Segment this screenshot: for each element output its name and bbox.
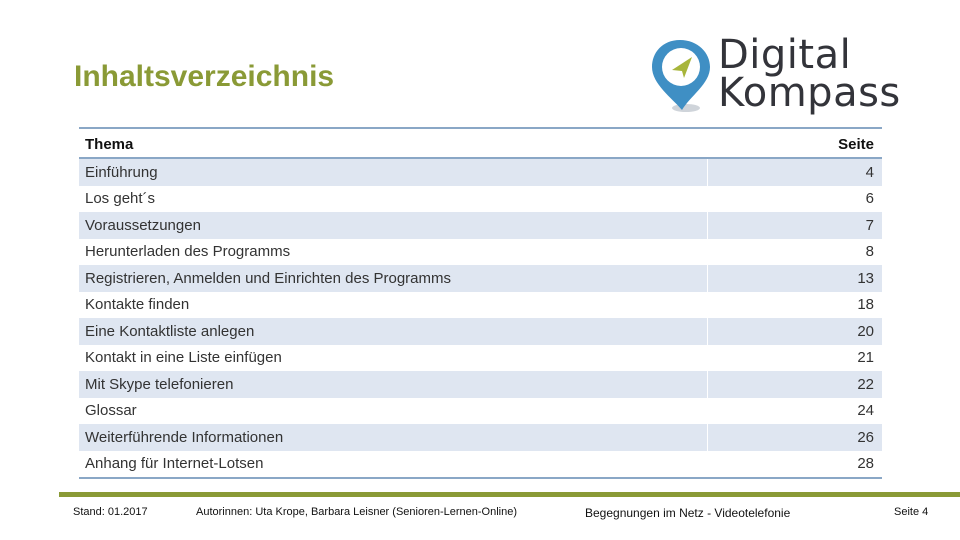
toc-topic: Mit Skype telefonieren (79, 371, 708, 398)
toc-page: 13 (707, 265, 882, 292)
footer-stand: Stand: 01.2017 (73, 506, 148, 518)
toc-page: 26 (707, 424, 882, 451)
page-title: Inhaltsverzeichnis (74, 60, 335, 93)
table-row: Registrieren, Anmelden und Einrichten de… (79, 265, 882, 292)
toc-topic: Kontakte finden (85, 296, 190, 314)
table-row: Weiterführende Informationen 26 (79, 424, 882, 451)
toc-page: 22 (707, 371, 882, 398)
toc-topic: Registrieren, Anmelden und Einrichten de… (79, 265, 708, 292)
table-row: Herunterladen des Programms 8 (79, 238, 882, 265)
toc-topic: Glossar (85, 402, 137, 420)
toc-topic: Eine Kontaktliste anlegen (79, 318, 708, 345)
toc-topic: Einführung (79, 158, 708, 186)
table-row: Einführung 4 (79, 158, 882, 186)
logo-line1: Digital (718, 32, 852, 78)
toc-page: 7 (707, 212, 882, 239)
toc-page: 24 (707, 397, 882, 424)
toc-header-topic: Thema (79, 127, 708, 159)
footer-authors: Autorinnen: Uta Krope, Barbara Leisner (… (196, 506, 518, 518)
toc-page: 18 (707, 291, 882, 318)
table-row: Kontakt in eine Liste einfügen 21 (79, 344, 882, 371)
footer-subject: Begegnungen im Netz - Videotelefonie (585, 506, 791, 520)
toc-topic: Herunterladen des Programms (85, 243, 291, 261)
table-row: Los geht´s 6 (79, 185, 882, 212)
toc-page: 6 (707, 185, 882, 212)
toc-header-page: Seite (707, 127, 882, 159)
toc-table: Thema Seite Einführung 4 Los geht´s 6 Vo… (79, 127, 882, 479)
toc-page: 8 (707, 238, 882, 265)
toc-topic: Kontakt in eine Liste einfügen (85, 349, 282, 367)
toc-page: 20 (707, 318, 882, 345)
toc-topic: Anhang für Internet-Lotsen (79, 450, 708, 479)
toc-page: 28 (707, 450, 882, 479)
toc-topic: Weiterführende Informationen (79, 424, 708, 451)
table-row: Anhang für Internet-Lotsen 28 (79, 450, 882, 479)
toc-header-row: Thema Seite (79, 127, 882, 159)
table-row: Glossar 24 (79, 397, 882, 424)
digital-kompass-logo: Digital Kompass (648, 32, 928, 120)
logo-wordmark: Digital Kompass (718, 32, 901, 116)
table-row: Kontakte finden 18 (79, 291, 882, 318)
logo-line2: Kompass (718, 70, 901, 116)
toc-page: 4 (707, 158, 882, 186)
toc-topic: Los geht´s (85, 190, 156, 208)
table-row: Eine Kontaktliste anlegen 20 (79, 318, 882, 345)
footer-divider (59, 492, 960, 497)
toc-page: 21 (707, 344, 882, 371)
footer-page-number: Seite 4 (894, 506, 929, 518)
map-pin-icon (652, 40, 710, 112)
table-row: Voraussetzungen 7 (79, 212, 882, 239)
table-row: Mit Skype telefonieren 22 (79, 371, 882, 398)
toc-topic: Voraussetzungen (79, 212, 708, 239)
